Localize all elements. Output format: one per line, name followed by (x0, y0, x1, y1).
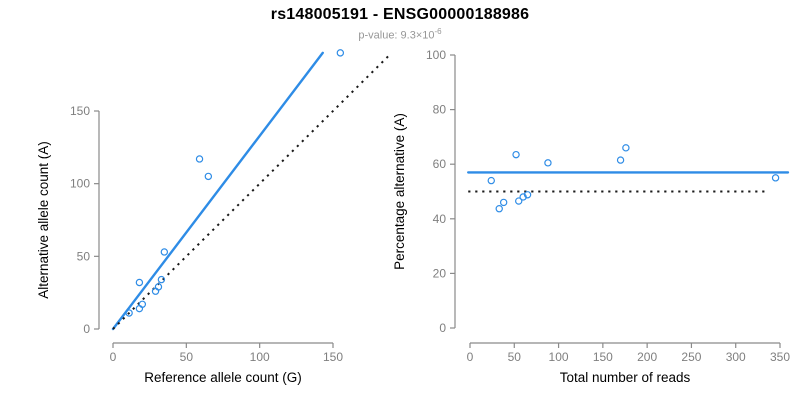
left-identity-line (112, 53, 391, 330)
right-data-point (622, 144, 630, 152)
p-value-text: p-value: 9.3×10 (358, 29, 435, 42)
right-data-point (771, 174, 780, 182)
left-data-point (160, 248, 169, 256)
right-data-point (495, 204, 503, 213)
right-data-point (523, 191, 532, 199)
right-data-point (512, 150, 520, 159)
figure-subtitle: p-value: 9.3×10-6 (0, 27, 800, 42)
left-x-tick-label: 50 (180, 350, 194, 364)
right-data-point (616, 156, 625, 164)
left-x-tick-label: 0 (110, 350, 117, 364)
right-x-tick-label: 300 (726, 350, 746, 364)
left-data-point (336, 49, 345, 57)
right-y-tick-label: 60 (433, 157, 447, 171)
left-data-point (157, 275, 166, 284)
right-x-axis-title: Total number of reads (560, 370, 691, 385)
right-y-tick-label: 40 (433, 212, 447, 226)
left-data-point (204, 172, 213, 181)
left-x-tick-label: 100 (250, 350, 270, 364)
right-data-point (487, 176, 495, 185)
left-data-point (135, 304, 144, 313)
right-x-tick-label: 100 (549, 350, 569, 364)
right-y-tick-label: 100 (426, 48, 446, 62)
right-y-axis-title: Percentage alternative (A) (392, 113, 407, 270)
right-x-tick-label: 250 (681, 350, 701, 364)
left-x-axis-title: Reference allele count (G) (144, 370, 302, 385)
right-x-tick-label: 50 (508, 350, 522, 364)
left-data-point (135, 278, 144, 287)
left-fit-line (111, 51, 324, 331)
left-data-point (125, 309, 133, 317)
right-y-tick-label: 80 (433, 103, 447, 117)
left-x-tick-label: 150 (323, 350, 343, 364)
left-y-tick-label: 150 (70, 104, 90, 118)
left-y-tick-label: 100 (70, 177, 90, 191)
figure-header: rs148005191 - ENSG00000188986 p-value: 9… (0, 0, 800, 42)
left-y-tick-label: 50 (77, 249, 91, 263)
left-data-point (151, 287, 160, 295)
right-data-point (515, 197, 523, 205)
right-x-tick-label: 150 (593, 350, 613, 364)
right-y-tick-label: 0 (439, 321, 446, 335)
p-value-exponent: -6 (434, 27, 442, 36)
right-data-point (499, 198, 508, 207)
figure-title: rs148005191 - ENSG00000188986 (270, 6, 530, 23)
right-x-tick-label: 350 (770, 350, 790, 364)
left-data-point (195, 155, 204, 163)
right-x-tick-label: 200 (637, 350, 657, 364)
right-y-tick-label: 20 (433, 266, 447, 280)
left-y-tick-label: 0 (83, 322, 90, 336)
right-data-point (544, 159, 552, 167)
right-data-point (519, 193, 527, 201)
right-x-tick-label: 0 (467, 350, 474, 364)
left-y-axis-title: Alternative allele count (A) (36, 141, 51, 299)
